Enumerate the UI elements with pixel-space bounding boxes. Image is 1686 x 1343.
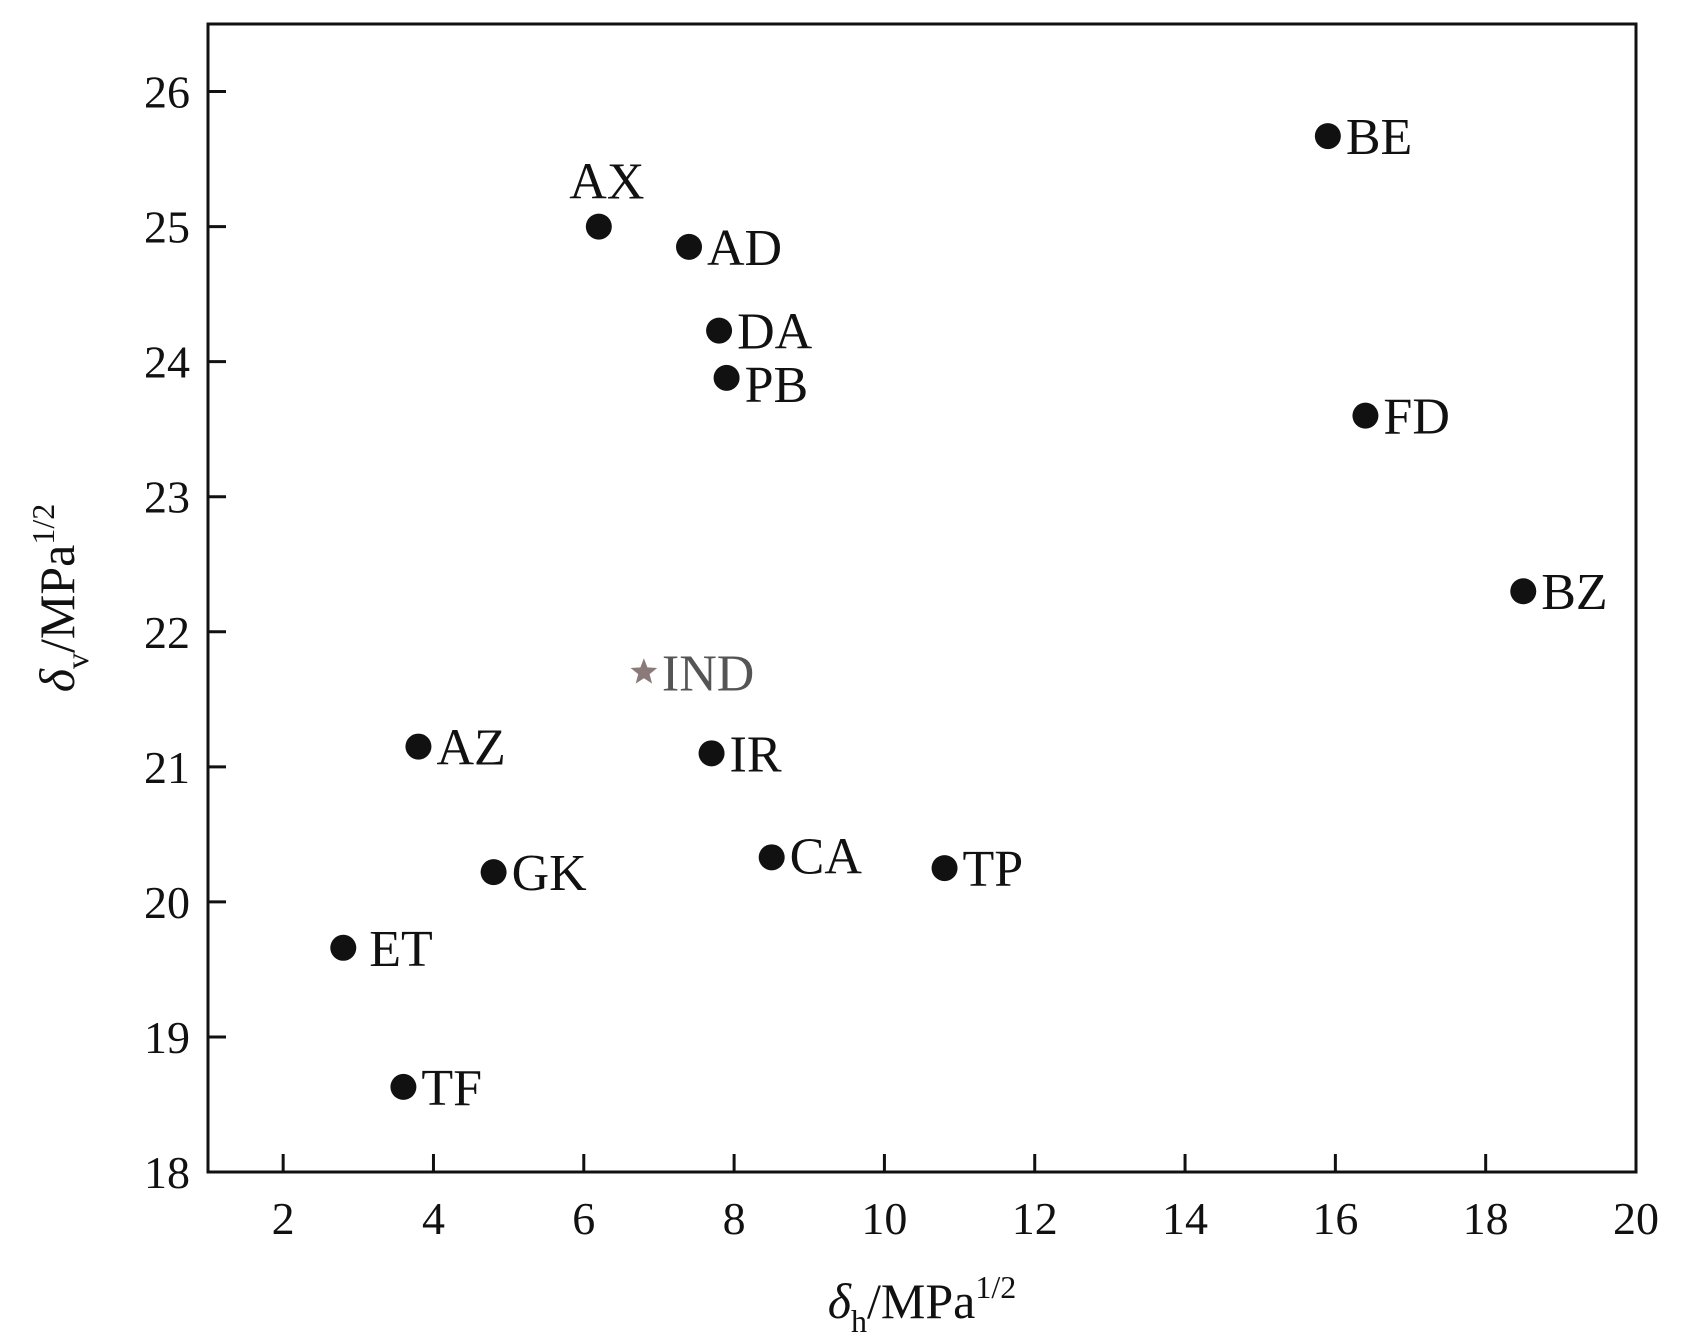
point-tp-marker — [931, 855, 958, 882]
y-tick-label: 25 — [144, 202, 190, 253]
point-tf-label: TF — [421, 1060, 482, 1117]
x-axis-symbol: δ — [828, 1273, 852, 1329]
y-tick-label: 26 — [144, 67, 190, 118]
y-tick-label: 23 — [144, 472, 190, 523]
x-tick-label: 14 — [1162, 1193, 1208, 1244]
point-ind-star-marker — [630, 658, 658, 684]
y-tick-label: 19 — [144, 1012, 190, 1063]
point-be-marker — [1314, 123, 1341, 150]
y-tick-label: 18 — [144, 1147, 190, 1198]
point-az-marker — [405, 733, 432, 760]
y-tick-label: 22 — [144, 607, 190, 658]
x-tick-label: 2 — [272, 1193, 295, 1244]
y-axis-unit: /MPa — [29, 545, 85, 653]
point-ad-marker — [676, 233, 703, 260]
x-tick-label: 16 — [1312, 1193, 1358, 1244]
point-gk-label: GK — [512, 845, 588, 902]
y-tick-label: 24 — [144, 337, 190, 388]
y-tick-label: 21 — [144, 742, 190, 793]
point-tp-label: TP — [963, 841, 1024, 898]
point-fd-label: FD — [1383, 389, 1449, 446]
y-axis-title: δv/MPa1/2 — [25, 504, 95, 693]
x-axis-unit: /MPa — [867, 1273, 975, 1329]
x-axis-subscript: h — [851, 1303, 867, 1339]
point-ir-label: IR — [730, 726, 782, 783]
point-et-marker — [330, 934, 357, 961]
point-ir-marker — [698, 740, 725, 767]
point-bz-marker — [1510, 578, 1537, 605]
y-axis-subscript: v — [59, 653, 95, 669]
point-ad-label: AD — [707, 220, 782, 277]
point-ca-marker — [758, 844, 785, 871]
point-ca-label: CA — [790, 828, 863, 885]
point-pb-marker — [713, 364, 740, 391]
point-be-label: BE — [1346, 109, 1412, 166]
y-axis-ticks: 18 19 20 21 22 23 24 25 26 — [144, 67, 226, 1198]
point-ind-label: IND — [662, 645, 754, 702]
x-axis-superscript: 1/2 — [975, 1269, 1016, 1305]
point-bz-label: BZ — [1541, 564, 1607, 621]
point-fd-marker — [1352, 402, 1379, 429]
x-axis-ticks: 2 4 6 8 10 12 14 16 18 20 — [272, 1154, 1659, 1244]
x-tick-label: 4 — [422, 1193, 445, 1244]
point-ax-label: AX — [569, 154, 644, 211]
x-axis-title: δh/MPa1/2 — [828, 1269, 1017, 1339]
point-tf-marker — [390, 1073, 417, 1100]
x-tick-label: 10 — [861, 1193, 907, 1244]
x-tick-label: 20 — [1613, 1193, 1659, 1244]
x-tick-label: 18 — [1463, 1193, 1509, 1244]
point-da-marker — [706, 317, 733, 344]
point-gk-marker — [480, 859, 507, 886]
x-tick-label: 6 — [572, 1193, 595, 1244]
y-axis-symbol: δ — [29, 668, 85, 692]
point-ax-marker — [585, 213, 612, 240]
y-axis-superscript: 1/2 — [25, 504, 61, 545]
x-tick-label: 12 — [1012, 1193, 1058, 1244]
point-da-label: DA — [737, 304, 813, 361]
x-tick-label: 8 — [723, 1193, 746, 1244]
point-az-label: AZ — [436, 720, 505, 777]
point-et-label: ET — [369, 921, 433, 978]
y-tick-label: 20 — [144, 877, 190, 928]
plot-frame — [206, 22, 1638, 1174]
point-pb-label: PB — [745, 357, 809, 414]
